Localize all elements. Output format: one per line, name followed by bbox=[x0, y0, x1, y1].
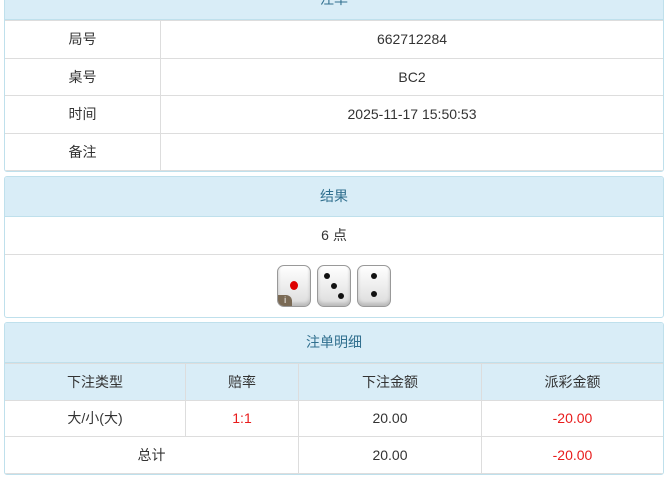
result-panel-title: 结果 bbox=[5, 177, 663, 217]
detail-panel: 注单明细 下注类型 赔率 下注金额 派彩金额 大/小(大) 1:1 20.00 … bbox=[4, 322, 664, 475]
die-two-icon bbox=[356, 265, 391, 307]
table-row: 大/小(大) 1:1 20.00 -20.00 bbox=[5, 399, 663, 438]
dice-row: i bbox=[5, 255, 663, 310]
detail-panel-title: 注单明细 bbox=[5, 323, 663, 363]
order-panel-title: 注单 bbox=[5, 0, 663, 20]
col-bet-amount: 下注金额 bbox=[298, 363, 482, 401]
table-row: 备注 bbox=[5, 132, 663, 171]
col-odds: 赔率 bbox=[185, 363, 299, 401]
total-row: 总计 20.00 -20.00 bbox=[5, 436, 663, 474]
total-payout: -20.00 bbox=[481, 436, 663, 474]
col-payout: 派彩金额 bbox=[481, 363, 663, 401]
header-row: 下注类型 赔率 下注金额 派彩金额 bbox=[5, 363, 663, 401]
time-label: 时间 bbox=[5, 95, 161, 134]
payout: -20.00 bbox=[481, 399, 663, 438]
result-points: 6 点 bbox=[5, 217, 663, 255]
die-one-icon: i bbox=[277, 265, 312, 307]
bet-amount: 20.00 bbox=[298, 399, 482, 438]
round-label: 局号 bbox=[5, 20, 161, 59]
total-label: 总计 bbox=[5, 436, 299, 474]
table-row: 时间 2025-11-17 15:50:53 bbox=[5, 95, 663, 134]
table-row: 局号 662712284 bbox=[5, 20, 663, 59]
info-icon[interactable]: i bbox=[278, 295, 293, 306]
result-panel: 结果 6 点 i bbox=[4, 176, 664, 318]
die-three-icon bbox=[317, 265, 351, 307]
remark-label: 备注 bbox=[5, 132, 161, 171]
remark-value bbox=[160, 132, 663, 171]
odds: 1:1 bbox=[185, 399, 299, 438]
table-label: 桌号 bbox=[5, 57, 161, 96]
total-amount: 20.00 bbox=[298, 436, 482, 474]
bet-type: 大/小(大) bbox=[5, 399, 186, 438]
table-value: BC2 bbox=[160, 57, 663, 96]
round-value: 662712284 bbox=[160, 20, 663, 59]
table-row: 桌号 BC2 bbox=[5, 57, 663, 96]
time-value: 2025-11-17 15:50:53 bbox=[160, 95, 663, 134]
col-bet-type: 下注类型 bbox=[5, 363, 186, 401]
